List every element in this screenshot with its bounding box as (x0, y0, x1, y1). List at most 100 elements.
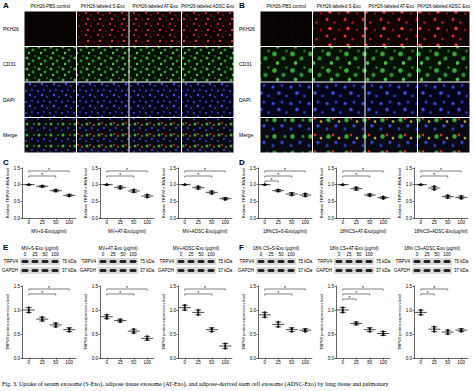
svg-text:*: * (355, 172, 357, 178)
svg-text:0.0: 0.0 (328, 356, 335, 361)
svg-text:37 kDa: 37 kDa (62, 268, 77, 273)
svg-text:0.5: 0.5 (328, 332, 335, 337)
svg-text:0: 0 (105, 360, 108, 365)
svg-text:*: * (119, 172, 121, 178)
svg-text:0.5: 0.5 (14, 332, 21, 337)
svg-text:PKH26-PBS control: PKH26-PBS control (30, 4, 70, 9)
svg-text:*: * (41, 172, 43, 178)
svg-text:1.5: 1.5 (328, 166, 335, 171)
svg-text:0.0: 0.0 (14, 216, 21, 221)
svg-text:50: 50 (445, 360, 451, 365)
svg-text:PKH26-PBS control: PKH26-PBS control (266, 4, 306, 9)
svg-text:100: 100 (457, 360, 465, 365)
svg-text:0.5: 0.5 (250, 199, 257, 204)
svg-text:*: * (427, 290, 429, 296)
svg-text:75 kDa: 75 kDa (62, 259, 77, 264)
svg-text:E: E (3, 243, 9, 252)
svg-text:0.5: 0.5 (250, 332, 257, 337)
svg-text:0: 0 (183, 220, 186, 225)
svg-text:*: * (126, 285, 128, 291)
svg-text:50: 50 (367, 360, 373, 365)
svg-text:TRPV4 protein expression level: TRPV4 protein expression level (319, 294, 324, 350)
svg-text:100: 100 (301, 220, 309, 225)
svg-text:25: 25 (276, 220, 282, 225)
svg-text:18% CS+ADSC-Exo (μg/ml): 18% CS+ADSC-Exo (μg/ml) (404, 246, 461, 251)
svg-text:100: 100 (221, 360, 229, 365)
svg-text:0: 0 (102, 252, 105, 257)
svg-text:50: 50 (356, 252, 362, 257)
svg-text:PKH26-labeled S-Exo: PKH26-labeled S-Exo (81, 4, 125, 9)
svg-text:18%CS+ADSC-Exo(μg/ml): 18%CS+ADSC-Exo(μg/ml) (414, 229, 468, 234)
svg-text:MV+ADSC-Exo (μg/ml): MV+ADSC-Exo (μg/ml) (173, 246, 220, 251)
svg-text:100: 100 (379, 360, 387, 365)
svg-text:TRPV4: TRPV4 (239, 259, 254, 264)
svg-text:TRPV4 protein expression level: TRPV4 protein expression level (241, 294, 246, 350)
svg-text:0: 0 (341, 360, 344, 365)
svg-text:MV+S-Exo(μg/ml): MV+S-Exo(μg/ml) (31, 229, 67, 234)
svg-text:PKH26: PKH26 (239, 26, 255, 32)
svg-text:*: * (119, 290, 121, 296)
svg-text:0.5: 0.5 (328, 199, 335, 204)
svg-text:TRPV4 protein expression level: TRPV4 protein expression level (161, 294, 166, 350)
svg-text:*: * (362, 167, 364, 173)
svg-text:25: 25 (354, 220, 360, 225)
svg-text:*: * (197, 172, 199, 178)
svg-text:75 kDa: 75 kDa (298, 259, 313, 264)
svg-text:1.0: 1.0 (92, 308, 99, 313)
svg-text:1.0: 1.0 (14, 308, 21, 313)
svg-text:75 kDa: 75 kDa (454, 259, 469, 264)
svg-text:GAPDH: GAPDH (80, 268, 96, 273)
svg-text:1.5: 1.5 (406, 166, 413, 171)
svg-text:Relative TRPV4 mRNA level: Relative TRPV4 mRNA level (397, 168, 402, 219)
svg-text:75 kDa: 75 kDa (140, 259, 155, 264)
svg-text:1.5: 1.5 (406, 284, 413, 289)
svg-text:0.5: 0.5 (170, 199, 177, 204)
svg-text:*: * (41, 290, 43, 296)
svg-text:*: * (204, 167, 206, 173)
svg-text:50: 50 (278, 252, 284, 257)
svg-text:25: 25 (432, 220, 438, 225)
svg-text:TRPV4 protein expression level: TRPV4 protein expression level (397, 294, 402, 350)
svg-text:Relative TRPV4 mRNA level: Relative TRPV4 mRNA level (5, 168, 10, 219)
svg-text:37 kDa: 37 kDa (376, 268, 391, 273)
svg-text:100: 100 (51, 252, 59, 257)
svg-text:100: 100 (443, 252, 451, 257)
svg-text:50: 50 (198, 252, 204, 257)
svg-text:1.5: 1.5 (92, 166, 99, 171)
svg-text:1.0: 1.0 (328, 182, 335, 187)
svg-text:25: 25 (118, 220, 124, 225)
svg-text:TRPV4: TRPV4 (81, 259, 96, 264)
svg-text:0.0: 0.0 (250, 216, 257, 221)
svg-text:MV+AT-Exo (μg/ml): MV+AT-Exo (μg/ml) (98, 246, 138, 251)
svg-text:*: * (197, 290, 199, 296)
svg-text:Merge: Merge (239, 132, 253, 138)
svg-text:37 kDa: 37 kDa (298, 268, 313, 273)
svg-text:37 kDa: 37 kDa (218, 268, 233, 273)
svg-text:100: 100 (457, 220, 465, 225)
svg-text:25: 25 (196, 220, 202, 225)
svg-text:0.5: 0.5 (406, 332, 413, 337)
svg-text:*: * (284, 285, 286, 291)
svg-text:*: * (277, 172, 279, 178)
svg-text:25: 25 (196, 360, 202, 365)
svg-text:1.5: 1.5 (14, 284, 21, 289)
svg-text:50: 50 (131, 360, 137, 365)
svg-text:1.0: 1.0 (170, 308, 177, 313)
svg-text:75 kDa: 75 kDa (376, 259, 391, 264)
svg-text:0.0: 0.0 (250, 356, 257, 361)
svg-text:GAPDH: GAPDH (2, 268, 18, 273)
svg-text:D: D (239, 158, 245, 167)
svg-text:0: 0 (338, 252, 341, 257)
svg-text:75 kDa: 75 kDa (218, 259, 233, 264)
svg-text:PKH26-labeled S-Exo: PKH26-labeled S-Exo (317, 4, 361, 9)
svg-text:A: A (3, 1, 9, 10)
svg-text:MV+S-Exo (μg/ml): MV+S-Exo (μg/ml) (22, 246, 59, 251)
svg-text:100: 100 (379, 220, 387, 225)
svg-text:CD31: CD31 (239, 61, 252, 67)
svg-text:TRPV4: TRPV4 (159, 259, 174, 264)
svg-text:0: 0 (260, 252, 263, 257)
svg-text:GAPDH: GAPDH (394, 268, 410, 273)
svg-text:0: 0 (419, 360, 422, 365)
svg-text:F: F (239, 243, 244, 252)
svg-text:0: 0 (263, 360, 266, 365)
